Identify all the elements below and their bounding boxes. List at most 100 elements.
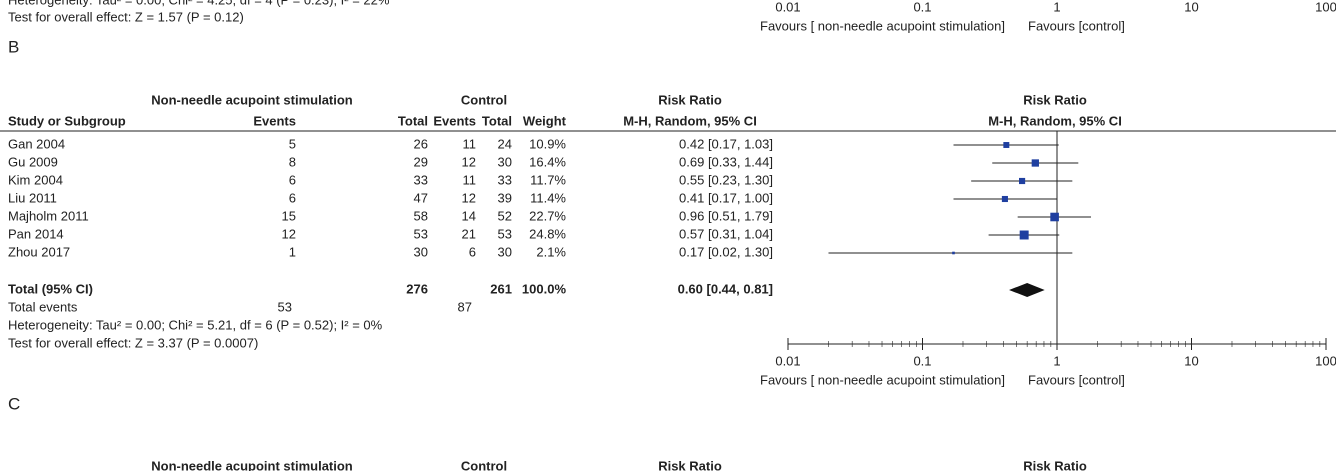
total-events: 53 [278,299,292,314]
cell: 12 [462,154,476,169]
favours-left: Favours [ non-needle acupoint stimulatio… [760,18,1005,33]
total-events: 87 [458,299,472,314]
cell: 5 [289,136,296,151]
effect-ci: 0.96 [0.51, 1.79] [679,208,773,223]
cell: 6 [289,190,296,205]
heterogeneity: Heterogeneity: Tau² = 0.00; Chi² = 5.21,… [8,317,383,332]
cell: 15 [282,208,296,223]
axis-tick-label: 0.01 [775,353,800,368]
group-header: Risk Ratio [658,458,722,471]
study-name: Pan 2014 [8,226,64,241]
weight: 24.8% [529,226,566,241]
total-weight: 100.0% [522,281,567,296]
effect-ci: 0.17 [0.02, 1.30] [679,244,773,259]
column-header: M-H, Random, 95% CI [988,113,1122,128]
total-cell: 261 [490,281,512,296]
cell: 52 [498,208,512,223]
study-name: Liu 2011 [8,190,57,205]
cell: 12 [282,226,296,241]
total-events-label: Total events [8,299,78,314]
weight: 22.7% [529,208,566,223]
cell: 6 [289,172,296,187]
cell: 1 [289,244,296,259]
group-header: Non-needle acupoint stimulation [151,458,353,471]
favours-right: Favours [control] [1028,18,1125,33]
cell: 14 [462,208,476,223]
cell: 58 [414,208,428,223]
cell: 6 [469,244,476,259]
point-estimate [1019,230,1029,240]
cell: 33 [414,172,428,187]
study-name: Gan 2004 [8,136,65,151]
weight: 16.4% [529,154,566,169]
cell: 53 [414,226,428,241]
cell: 33 [498,172,512,187]
cell: 39 [498,190,512,205]
axis-tick-label: 10 [1184,0,1198,14]
group-header: Risk Ratio [1023,458,1087,471]
cell: 12 [462,190,476,205]
study-name: Majholm 2011 [8,208,89,223]
cell: 11 [463,136,477,151]
effect-ci: 0.69 [0.33, 1.44] [679,154,773,169]
cell: 30 [498,244,512,259]
summary-diamond [1009,283,1045,297]
column-header: Weight [523,113,567,128]
point-estimate [1050,212,1059,222]
axis-tick-label: 0.01 [775,0,800,14]
cell: 30 [498,154,512,169]
effect-ci: 0.42 [0.17, 1.03] [679,136,773,151]
column-header: Study or Subgroup [8,113,126,128]
panel-label: C [8,394,20,413]
axis-tick-label: 1 [1053,353,1060,368]
group-header: Control [461,92,507,107]
effect-ci: 0.41 [0.17, 1.00] [679,190,773,205]
cell: 11 [463,172,477,187]
point-estimate [1003,142,1010,148]
overall-effect: Test for overall effect: Z = 1.57 (P = 0… [8,9,244,24]
total-cell: 276 [406,281,428,296]
axis-tick-label: 1 [1053,0,1060,14]
cell: 47 [414,190,428,205]
panel-label: B [8,37,19,56]
group-header: Non-needle acupoint stimulation [151,92,353,107]
column-header: Events [253,113,296,128]
cell: 30 [414,244,428,259]
overall-effect: Test for overall effect: Z = 3.37 (P = 0… [8,335,258,350]
cell: 53 [498,226,512,241]
favours-left: Favours [ non-needle acupoint stimulatio… [760,372,1005,387]
column-header: Total [398,113,428,128]
column-header: Total [482,113,512,128]
column-header: Events [433,113,476,128]
group-header: Control [461,458,507,471]
point-estimate [952,251,955,255]
study-name: Kim 2004 [8,172,63,187]
weight: 11.4% [530,190,566,205]
axis-tick-label: 10 [1184,353,1198,368]
axis-tick-label: 100 [1315,353,1336,368]
point-estimate [1019,177,1026,185]
column-header: M-H, Random, 95% CI [623,113,757,128]
group-header: Risk Ratio [1023,92,1087,107]
weight: 2.1% [536,244,566,259]
total-label: Total (95% CI) [8,281,93,296]
point-estimate [1031,159,1039,167]
effect-ci: 0.55 [0.23, 1.30] [679,172,773,187]
cell: 24 [498,136,512,151]
weight: 10.9% [529,136,566,151]
group-header: Risk Ratio [658,92,722,107]
total-ci: 0.60 [0.44, 0.81] [678,281,773,296]
cell: 26 [414,136,428,151]
study-name: Gu 2009 [8,154,58,169]
study-name: Zhou 2017 [8,244,70,259]
heterogeneity: Heterogeneity: Tau² = 0.00; Chi² = 4.25,… [8,0,390,7]
weight: 11.7% [530,172,566,187]
axis-tick-label: 0.1 [913,353,931,368]
effect-ci: 0.57 [0.31, 1.04] [679,226,773,241]
axis-tick-label: 100 [1315,0,1336,14]
axis-tick-label: 0.1 [913,0,931,14]
cell: 21 [462,226,476,241]
cell: 8 [289,154,296,169]
